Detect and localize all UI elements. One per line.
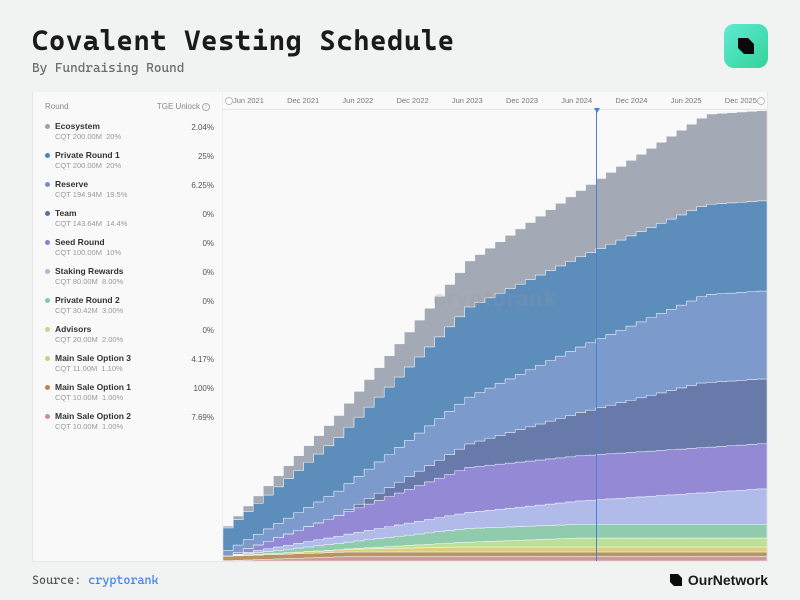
legend-color-dot: [45, 182, 50, 187]
source-brand: cryptorank: [88, 573, 158, 587]
legend-round-name: Advisors: [55, 324, 123, 334]
legend-item[interactable]: Team CQT 143.64M 14.4% 0%: [45, 208, 214, 228]
legend-color-dot: [45, 124, 50, 129]
header: Covalent Vesting Schedule By Fundraising…: [32, 24, 768, 76]
timeline-tick: Jun 2025: [671, 96, 702, 105]
legend-tge-pct: 0%: [202, 239, 214, 248]
legend-round-sub: CQT 20.00M 2.00%: [55, 335, 123, 344]
legend-round-name: Seed Round: [55, 237, 121, 247]
legend-round-name: Main Sale Option 3: [55, 353, 131, 363]
timeline-scrubber[interactable]: Jun 2021 Dec 2021 Jun 2022 Dec 2022 Jun 2023…: [223, 92, 767, 110]
legend-color-dot: [45, 211, 50, 216]
page-subtitle: By Fundraising Round: [32, 61, 455, 76]
timeline-tick: Dec 2022: [397, 96, 429, 105]
brand-logo-badge: [724, 24, 768, 68]
legend-color-dot: [45, 153, 50, 158]
info-icon[interactable]: i: [202, 103, 210, 111]
legend-round-name: Main Sale Option 1: [55, 382, 131, 392]
legend-item[interactable]: Private Round 1 CQT 200.00M 20% 25%: [45, 150, 214, 170]
legend-round-sub: CQT 100.00M 10%: [55, 248, 121, 257]
legend-item[interactable]: Reserve CQT 194.94M 19.5% 6.25%: [45, 179, 214, 199]
legend-color-dot: [45, 356, 50, 361]
legend-header-round: Round: [45, 102, 69, 111]
source-label: Source:: [32, 573, 81, 587]
legend-round-sub: CQT 194.94M 19.5%: [55, 190, 127, 199]
timeline-tick: Jun 2021: [233, 96, 264, 105]
legend-color-dot: [45, 414, 50, 419]
legend-color-dot: [45, 240, 50, 245]
legend-item[interactable]: Main Sale Option 2 CQT 10.00M 1.00% 7.69…: [45, 411, 214, 431]
legend-tge-pct: 0%: [202, 268, 214, 277]
legend-tge-pct: 4.17%: [191, 355, 214, 364]
legend-tge-pct: 2.04%: [191, 123, 214, 132]
legend-item[interactable]: Seed Round CQT 100.00M 10% 0%: [45, 237, 214, 257]
legend-tge-pct: 0%: [202, 210, 214, 219]
legend-round-name: Main Sale Option 2: [55, 411, 131, 421]
legend-round-sub: CQT 80.00M 8.00%: [55, 277, 124, 286]
legend-round-sub: CQT 200.00M 20%: [55, 132, 121, 141]
legend-item[interactable]: Ecosystem CQT 200.00M 20% 2.04%: [45, 121, 214, 141]
stacked-area-chart: cryptorank: [223, 110, 767, 561]
legend-color-dot: [45, 269, 50, 274]
timeline-tick: Dec 2025: [725, 96, 757, 105]
timeline-tick: Dec 2024: [615, 96, 647, 105]
brand-logo-icon: [734, 34, 758, 58]
legend-item[interactable]: Main Sale Option 3 CQT 11.00M 1.10% 4.17…: [45, 353, 214, 373]
timeline-tick: Dec 2023: [506, 96, 538, 105]
legend-round-name: Reserve: [55, 179, 127, 189]
legend-round-sub: CQT 30.42M 3.00%: [55, 306, 123, 315]
legend-round-sub: CQT 10.00M 1.00%: [55, 422, 131, 431]
legend-header-tge: TGE Unlock i: [157, 102, 210, 111]
legend-tge-pct: 0%: [202, 297, 214, 306]
timeline-handle-left[interactable]: [225, 97, 233, 105]
legend-round-sub: CQT 200.00M 20%: [55, 161, 121, 170]
legend-tge-pct: 6.25%: [191, 181, 214, 190]
timeline-tick: Jun 2022: [342, 96, 373, 105]
timeline-tick: Jun 2023: [452, 96, 483, 105]
timeline-handle-right[interactable]: [757, 97, 765, 105]
current-time-marker: [596, 110, 597, 561]
legend-round-name: Staking Rewards: [55, 266, 124, 276]
legend-round-sub: CQT 143.64M 14.4%: [55, 219, 127, 228]
legend-color-dot: [45, 327, 50, 332]
chart-container: Round TGE Unlock i Ecosystem CQT 200.00M…: [32, 92, 768, 562]
legend-round-name: Private Round 2: [55, 295, 123, 305]
legend-item[interactable]: Advisors CQT 20.00M 2.00% 0%: [45, 324, 214, 344]
legend-tge-pct: 100%: [194, 384, 214, 393]
timeline-tick: Jun 2024: [561, 96, 592, 105]
legend-item[interactable]: Main Sale Option 1 CQT 10.00M 1.00% 100%: [45, 382, 214, 402]
legend-round-name: Team: [55, 208, 127, 218]
legend-color-dot: [45, 385, 50, 390]
timeline-tick: Dec 2021: [287, 96, 319, 105]
legend-item[interactable]: Staking Rewards CQT 80.00M 8.00% 0%: [45, 266, 214, 286]
page-title: Covalent Vesting Schedule: [32, 24, 455, 57]
legend-tge-pct: 7.69%: [191, 413, 214, 422]
legend-round-name: Private Round 1: [55, 150, 121, 160]
attribution-icon: [668, 572, 684, 588]
chart-area: Jun 2021 Dec 2021 Jun 2022 Dec 2022 Jun 2023…: [223, 92, 767, 561]
legend-round-name: Ecosystem: [55, 121, 121, 131]
legend-round-sub: CQT 10.00M 1.00%: [55, 393, 131, 402]
legend-round-sub: CQT 11.00M 1.10%: [55, 364, 131, 373]
legend-color-dot: [45, 298, 50, 303]
legend-tge-pct: 25%: [198, 152, 214, 161]
legend-panel: Round TGE Unlock i Ecosystem CQT 200.00M…: [33, 92, 223, 561]
attribution: OurNetwork: [668, 572, 768, 588]
legend-tge-pct: 0%: [202, 326, 214, 335]
footer: Source: cryptorank OurNetwork: [32, 562, 768, 588]
legend-item[interactable]: Private Round 2 CQT 30.42M 3.00% 0%: [45, 295, 214, 315]
